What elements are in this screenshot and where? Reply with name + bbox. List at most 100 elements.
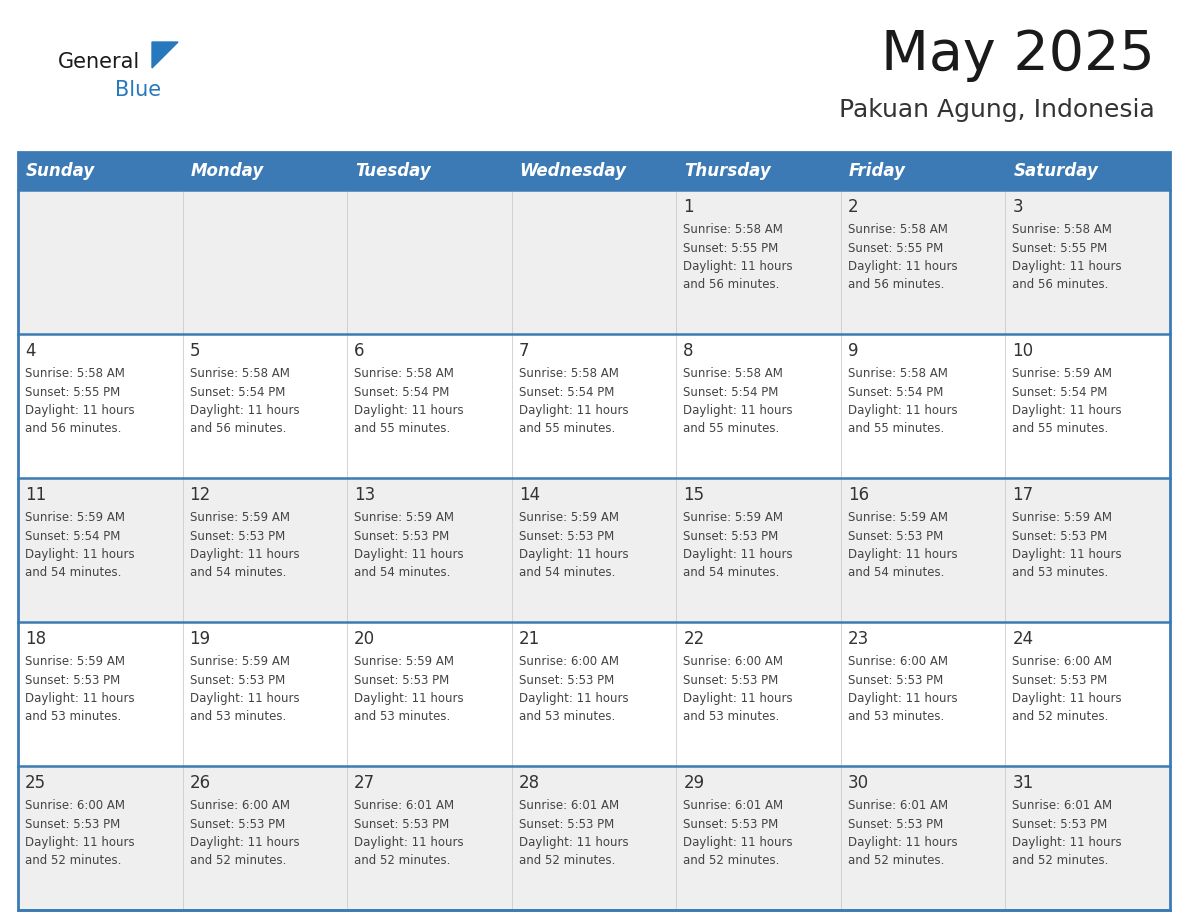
Text: Sunrise: 5:59 AM: Sunrise: 5:59 AM [190,655,290,668]
Text: Sunset: 5:53 PM: Sunset: 5:53 PM [683,674,778,687]
Text: Sunset: 5:53 PM: Sunset: 5:53 PM [354,530,449,543]
Bar [18,478,1170,622]
Text: Sunset: 5:54 PM: Sunset: 5:54 PM [354,386,449,398]
Text: Sunrise: 6:01 AM: Sunrise: 6:01 AM [848,799,948,812]
Text: Sunrise: 6:00 AM: Sunrise: 6:00 AM [683,655,783,668]
Text: Daylight: 11 hours: Daylight: 11 hours [1012,836,1121,849]
Text: General: General [58,52,140,72]
Text: and 53 minutes.: and 53 minutes. [1012,566,1108,579]
Text: Sunrise: 5:58 AM: Sunrise: 5:58 AM [683,223,783,236]
Text: and 52 minutes.: and 52 minutes. [190,855,286,868]
Text: Daylight: 11 hours: Daylight: 11 hours [25,692,134,705]
Bar [18,766,1170,910]
Text: Sunset: 5:53 PM: Sunset: 5:53 PM [190,818,285,831]
Text: and 54 minutes.: and 54 minutes. [683,566,779,579]
Text: and 54 minutes.: and 54 minutes. [25,566,121,579]
Text: Daylight: 11 hours: Daylight: 11 hours [1012,692,1121,705]
Text: Blue: Blue [115,80,162,100]
Text: Daylight: 11 hours: Daylight: 11 hours [25,836,134,849]
Text: Daylight: 11 hours: Daylight: 11 hours [25,548,134,561]
Text: Sunrise: 5:59 AM: Sunrise: 5:59 AM [354,655,454,668]
Text: 10: 10 [1012,342,1034,360]
Text: Sunrise: 5:59 AM: Sunrise: 5:59 AM [683,511,783,524]
Text: Daylight: 11 hours: Daylight: 11 hours [354,836,463,849]
Text: Sunrise: 6:00 AM: Sunrise: 6:00 AM [848,655,948,668]
Text: Sunset: 5:53 PM: Sunset: 5:53 PM [354,674,449,687]
Text: and 55 minutes.: and 55 minutes. [848,422,944,435]
Text: Sunset: 5:53 PM: Sunset: 5:53 PM [1012,530,1107,543]
Text: Sunset: 5:53 PM: Sunset: 5:53 PM [1012,674,1107,687]
Text: Daylight: 11 hours: Daylight: 11 hours [1012,404,1121,417]
Text: Daylight: 11 hours: Daylight: 11 hours [1012,260,1121,273]
Text: Daylight: 11 hours: Daylight: 11 hours [519,836,628,849]
Text: Daylight: 11 hours: Daylight: 11 hours [683,404,792,417]
Text: 29: 29 [683,774,704,792]
Text: Sunrise: 5:58 AM: Sunrise: 5:58 AM [519,367,619,380]
Text: Sunrise: 5:58 AM: Sunrise: 5:58 AM [1012,223,1112,236]
Text: 8: 8 [683,342,694,360]
Text: 19: 19 [190,630,210,648]
Text: and 53 minutes.: and 53 minutes. [354,711,450,723]
Text: Sunset: 5:54 PM: Sunset: 5:54 PM [519,386,614,398]
Text: Sunset: 5:53 PM: Sunset: 5:53 PM [354,818,449,831]
Text: Sunset: 5:53 PM: Sunset: 5:53 PM [25,674,120,687]
Text: Sunrise: 5:59 AM: Sunrise: 5:59 AM [25,511,125,524]
Text: and 54 minutes.: and 54 minutes. [354,566,450,579]
Text: Sunset: 5:55 PM: Sunset: 5:55 PM [1012,241,1107,254]
Text: 17: 17 [1012,486,1034,504]
Text: 14: 14 [519,486,539,504]
Text: 1: 1 [683,198,694,216]
Text: Daylight: 11 hours: Daylight: 11 hours [190,692,299,705]
Bar [18,334,1170,478]
Text: Wednesday: Wednesday [519,162,627,180]
Text: and 52 minutes.: and 52 minutes. [519,855,615,868]
Text: Sunrise: 5:58 AM: Sunrise: 5:58 AM [354,367,454,380]
Text: Sunrise: 6:00 AM: Sunrise: 6:00 AM [190,799,290,812]
Text: and 52 minutes.: and 52 minutes. [683,855,779,868]
Text: Daylight: 11 hours: Daylight: 11 hours [848,260,958,273]
Text: and 55 minutes.: and 55 minutes. [1012,422,1108,435]
Text: 7: 7 [519,342,529,360]
Text: and 56 minutes.: and 56 minutes. [848,278,944,292]
Text: and 53 minutes.: and 53 minutes. [25,711,121,723]
Text: Daylight: 11 hours: Daylight: 11 hours [683,836,792,849]
Text: Daylight: 11 hours: Daylight: 11 hours [354,404,463,417]
Text: Sunset: 5:53 PM: Sunset: 5:53 PM [848,818,943,831]
Text: 27: 27 [354,774,375,792]
Text: Sunrise: 6:00 AM: Sunrise: 6:00 AM [519,655,619,668]
Text: Daylight: 11 hours: Daylight: 11 hours [683,692,792,705]
Text: Sunset: 5:55 PM: Sunset: 5:55 PM [25,386,120,398]
Text: Sunset: 5:54 PM: Sunset: 5:54 PM [190,386,285,398]
Text: and 54 minutes.: and 54 minutes. [190,566,286,579]
Text: Daylight: 11 hours: Daylight: 11 hours [354,548,463,561]
Text: Sunrise: 6:00 AM: Sunrise: 6:00 AM [25,799,125,812]
Text: Sunset: 5:53 PM: Sunset: 5:53 PM [848,674,943,687]
Text: Sunset: 5:54 PM: Sunset: 5:54 PM [683,386,778,398]
Text: Monday: Monday [190,162,264,180]
Text: 21: 21 [519,630,541,648]
Text: Tuesday: Tuesday [355,162,431,180]
Text: Pakuan Agung, Indonesia: Pakuan Agung, Indonesia [839,98,1155,122]
Text: Daylight: 11 hours: Daylight: 11 hours [1012,548,1121,561]
Text: Daylight: 11 hours: Daylight: 11 hours [190,836,299,849]
Text: and 55 minutes.: and 55 minutes. [354,422,450,435]
Text: Sunrise: 5:58 AM: Sunrise: 5:58 AM [683,367,783,380]
Text: Sunset: 5:53 PM: Sunset: 5:53 PM [683,530,778,543]
Text: and 56 minutes.: and 56 minutes. [1012,278,1108,292]
Text: Sunrise: 5:59 AM: Sunrise: 5:59 AM [848,511,948,524]
Text: Sunrise: 5:59 AM: Sunrise: 5:59 AM [1012,511,1112,524]
Text: 18: 18 [25,630,46,648]
Text: 22: 22 [683,630,704,648]
Text: 15: 15 [683,486,704,504]
Text: Sunrise: 6:01 AM: Sunrise: 6:01 AM [519,799,619,812]
Text: and 55 minutes.: and 55 minutes. [519,422,615,435]
Text: 26: 26 [190,774,210,792]
Text: Sunset: 5:53 PM: Sunset: 5:53 PM [519,674,614,687]
Text: 12: 12 [190,486,210,504]
Text: Sunrise: 6:01 AM: Sunrise: 6:01 AM [354,799,454,812]
Text: Sunrise: 5:59 AM: Sunrise: 5:59 AM [25,655,125,668]
Text: 30: 30 [848,774,868,792]
Text: Sunset: 5:55 PM: Sunset: 5:55 PM [683,241,778,254]
Text: Saturday: Saturday [1013,162,1098,180]
Text: 5: 5 [190,342,200,360]
